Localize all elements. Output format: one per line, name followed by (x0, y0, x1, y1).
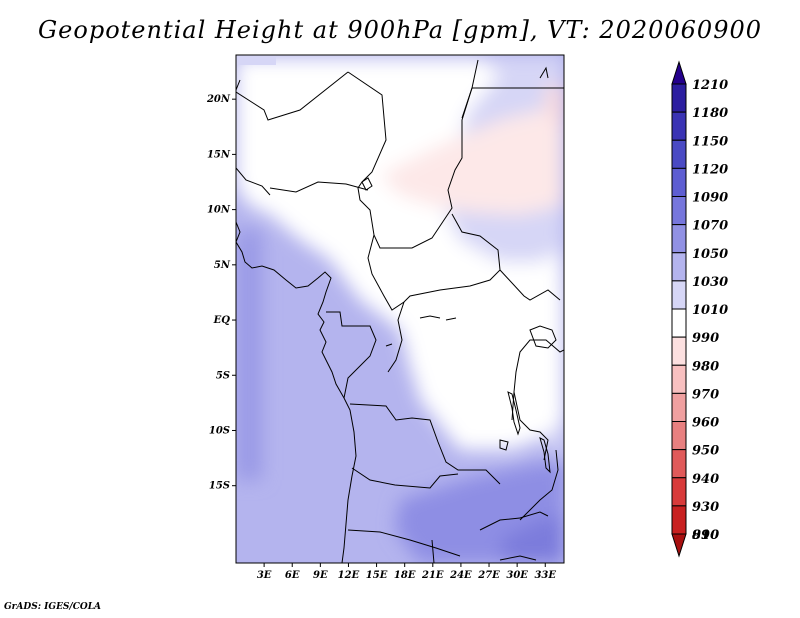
lake-victoria (529, 325, 557, 349)
lon-tick-label: 21E (421, 570, 444, 581)
colorbar-segment (671, 364, 687, 394)
lake-chad (361, 177, 373, 191)
border-5 (236, 167, 271, 196)
lake-malawi (539, 437, 551, 474)
colorbar-segment (671, 336, 687, 366)
region-1010-east (395, 280, 558, 440)
lake-mweru (499, 439, 509, 451)
border-11 (351, 467, 459, 489)
lon-tick-label: 24E (449, 570, 472, 581)
lon-tick-label: 6E (285, 570, 300, 581)
lon-tick-label: 12E (338, 570, 360, 581)
colorbar-segment (671, 477, 687, 507)
colorbar-top-arrow (671, 60, 687, 85)
shaded-field (236, 55, 564, 563)
longitude-axis: 3E 6E 9E 12E 15E 18E 21E 24E 27E 30E 33E (257, 563, 556, 581)
colorbar-segment (671, 280, 687, 310)
border-8 (326, 311, 377, 399)
border-7 (499, 269, 561, 301)
colorbar-segment (671, 308, 687, 338)
lon-tick-label: 27E (477, 570, 500, 581)
colorbar-label: 1050 (692, 247, 728, 262)
colorbar-label: 1010 (692, 303, 728, 318)
region-1090 (500, 515, 564, 563)
colorbar-segment (671, 224, 687, 254)
colorbar-label: 910 (692, 528, 719, 543)
border-10 (349, 403, 501, 485)
colorbar-segment (671, 505, 687, 535)
lat-tick-label: 5S (216, 370, 230, 381)
north-coast (539, 66, 549, 79)
colorbar-segment (671, 252, 687, 282)
colorbar: 1210 1180 1150 1120 1090 1070 1050 1030 1010 990 9… (671, 60, 728, 558)
colorbar-label: 940 (692, 472, 719, 487)
colorbar-label: 1180 (692, 106, 728, 121)
colorbar-segment (671, 167, 687, 197)
lon-tick-label: 9E (313, 570, 328, 581)
colorbar-segment (671, 111, 687, 141)
coastline (236, 221, 357, 563)
border-4 (269, 181, 369, 193)
lat-tick-label: 15N (207, 149, 231, 160)
colorbar-label: 1070 (692, 219, 728, 234)
border-6 (367, 213, 501, 311)
colorbar-bottom-arrow (671, 533, 687, 558)
colorbar-label: 990 (692, 331, 719, 346)
border-13 (431, 517, 521, 563)
colorbar-label: 970 (692, 387, 719, 402)
lat-tick-label: 20N (206, 94, 231, 105)
border-16 (519, 449, 559, 521)
grads-credit: GrADS: IGES/COLA (4, 602, 102, 612)
border-14 (511, 339, 564, 421)
colorbar-label: 1210 (692, 78, 728, 93)
colorbar-segment (671, 449, 687, 479)
colorbar-label: 1030 (692, 275, 728, 290)
lon-tick-label: 33E (534, 570, 556, 581)
border-9 (387, 301, 405, 373)
colorbar-segment (671, 421, 687, 451)
colorbar-label: 1090 (692, 191, 728, 206)
colorbar-segment (671, 196, 687, 226)
border-2 (347, 59, 479, 249)
map-frame (235, 54, 565, 564)
lon-tick-label: 15E (366, 570, 388, 581)
colorbar-segment (671, 83, 687, 113)
region-990 (380, 105, 564, 215)
lat-tick-label: 5N (214, 260, 231, 271)
river-1 (385, 315, 457, 347)
lon-tick-label: 18E (394, 570, 416, 581)
lat-tick-label: 10N (207, 205, 231, 216)
lon-tick-label: 3E (257, 570, 272, 581)
lat-tick-label: 15S (209, 481, 230, 492)
lat-tick-label: 10S (209, 425, 230, 436)
colorbar-label: 890 (692, 528, 719, 543)
region-980 (545, 85, 564, 125)
colorbar-label: 950 (692, 444, 719, 459)
colorbar-segment (671, 392, 687, 422)
border-1 (236, 71, 349, 121)
colorbar-label: 1150 (692, 134, 728, 149)
colorbar-label: 1120 (692, 162, 728, 177)
colorbar-segment (671, 139, 687, 169)
lon-tick-label: 30E (506, 570, 528, 581)
colorbar-label: 930 (692, 500, 719, 515)
field-top-edge (236, 55, 276, 65)
lake-tanganyika (507, 391, 521, 436)
colorbar-label: 960 (692, 416, 719, 431)
lake-kariba (499, 555, 537, 561)
border-3 (461, 87, 564, 119)
border-12 (347, 529, 461, 557)
zambezi (519, 511, 549, 519)
map-title: Geopotential Height at 900hPa [gpm], VT:… (38, 16, 762, 44)
region-1070 (236, 230, 262, 480)
border-15 (513, 391, 549, 461)
lat-tick-label: EQ (213, 315, 231, 326)
colorbar-label: 980 (692, 359, 719, 374)
borders (236, 59, 564, 563)
latitude-axis: 20N 15N 10N 5N EQ 5S 10S 15S (206, 94, 236, 492)
